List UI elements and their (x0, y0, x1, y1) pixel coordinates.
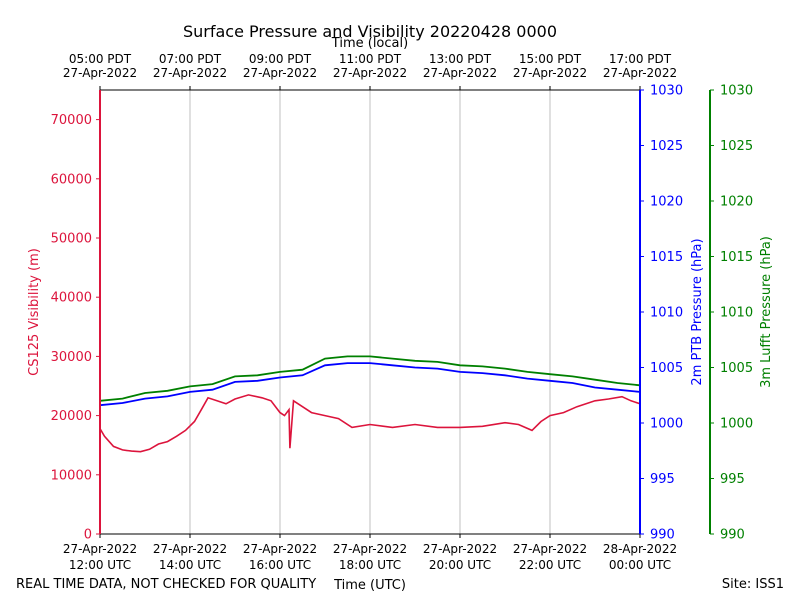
right-axis-tick-label: 1030 (650, 84, 683, 99)
outer-right-axis-tick-label: 995 (720, 472, 745, 487)
right-axis-tick-label: 990 (650, 528, 675, 543)
x-tick-label-date: 27-Apr-2022 (63, 542, 137, 556)
series-line (99, 362, 641, 407)
x-tick-label-time: 16:00 UTC (249, 558, 311, 572)
top-tick-label-time: 11:00 PDT (339, 52, 402, 66)
top-tick-label-date: 27-Apr-2022 (423, 66, 497, 80)
right-axis-tick-label: 1020 (650, 195, 683, 210)
x-tick-label-date: 28-Apr-2022 (603, 542, 677, 556)
outer-right-axis-tick-label: 1030 (720, 84, 753, 99)
top-tick-label-date: 27-Apr-2022 (333, 66, 407, 80)
outer-right-axis-tick-label: 990 (720, 528, 745, 543)
x-tick-label-date: 27-Apr-2022 (333, 542, 407, 556)
right-axis-tick-label: 1000 (650, 417, 683, 432)
right-axis-tick-label: 1005 (650, 361, 683, 376)
right-axis-label: 2m PTB Pressure (hPa) (690, 238, 705, 385)
x-tick-label-date: 27-Apr-2022 (243, 542, 317, 556)
top-tick-label-time: 07:00 PDT (159, 52, 222, 66)
left-axis-tick-label: 50000 (51, 232, 92, 247)
top-tick-label-date: 27-Apr-2022 (513, 66, 587, 80)
x-tick-label-time: 14:00 UTC (159, 558, 221, 572)
x-tick-label-time: 00:00 UTC (609, 558, 671, 572)
top-tick-label-time: 09:00 PDT (249, 52, 312, 66)
x-tick-label-time: 18:00 UTC (339, 558, 401, 572)
x-tick-label-date: 27-Apr-2022 (513, 542, 587, 556)
outer-right-axis-tick-label: 1000 (720, 417, 753, 432)
series-line (99, 394, 641, 453)
outer-right-axis-tick-label: 1010 (720, 306, 753, 321)
series-line (99, 355, 641, 402)
top-tick-label-time: 13:00 PDT (429, 52, 492, 66)
left-axis-tick-label: 40000 (51, 291, 92, 306)
x-axis-label: Time (UTC) (333, 578, 406, 593)
outer-right-axis-tick-label: 1020 (720, 195, 753, 210)
top-tick-label-time: 15:00 PDT (519, 52, 582, 66)
outer-right-axis-tick-label: 1025 (720, 139, 753, 154)
top-tick-label-date: 27-Apr-2022 (153, 66, 227, 80)
top-tick-label-date: 27-Apr-2022 (63, 66, 137, 80)
site-label: Site: ISS1 (722, 577, 784, 592)
axes-layer: 27-Apr-2022 12:00 UTC 27-Apr-2022 14:00 UTC… (27, 52, 774, 572)
chart-title: Surface Pressure and Visibility 20220428… (183, 22, 557, 41)
top-tick-label-time: 05:00 PDT (69, 52, 132, 66)
outer-right-axis-tick-label: 1005 (720, 361, 753, 376)
series-layer (99, 355, 641, 453)
x-tick-label-time: 12:00 UTC (69, 558, 131, 572)
x-tick-label-time: 22:00 UTC (519, 558, 581, 572)
x-tick-label-time: 20:00 UTC (429, 558, 491, 572)
right-axis-tick-label: 1015 (650, 250, 683, 265)
quality-disclaimer: REAL TIME DATA, NOT CHECKED FOR QUALITY (16, 577, 316, 592)
right-axis-tick-label: 1025 (650, 139, 683, 154)
x-tick-label-date: 27-Apr-2022 (153, 542, 227, 556)
right-axis-tick-label: 995 (650, 472, 675, 487)
top-tick-label-date: 27-Apr-2022 (243, 66, 317, 80)
left-axis-tick-label: 20000 (51, 409, 92, 424)
outer-right-axis-tick-label: 1015 (720, 250, 753, 265)
top-tick-label-time: 17:00 PDT (609, 52, 672, 66)
left-axis-tick-label: 60000 (51, 172, 92, 187)
grid (189, 90, 551, 534)
left-axis-tick-label: 10000 (51, 468, 92, 483)
right-axis-tick-label: 1010 (650, 306, 683, 321)
left-axis-label: CS125 Visibility (m) (27, 248, 42, 376)
x-tick-label-date: 27-Apr-2022 (423, 542, 497, 556)
top-tick-label-date: 27-Apr-2022 (603, 66, 677, 80)
left-axis-tick-label: 30000 (51, 350, 92, 365)
outer-right-axis-label: 3m Lufft Pressure (hPa) (759, 236, 774, 388)
top-axis-label: Time (local) (331, 36, 408, 51)
left-axis-tick-label: 0 (84, 528, 92, 543)
left-axis-tick-label: 70000 (51, 113, 92, 128)
